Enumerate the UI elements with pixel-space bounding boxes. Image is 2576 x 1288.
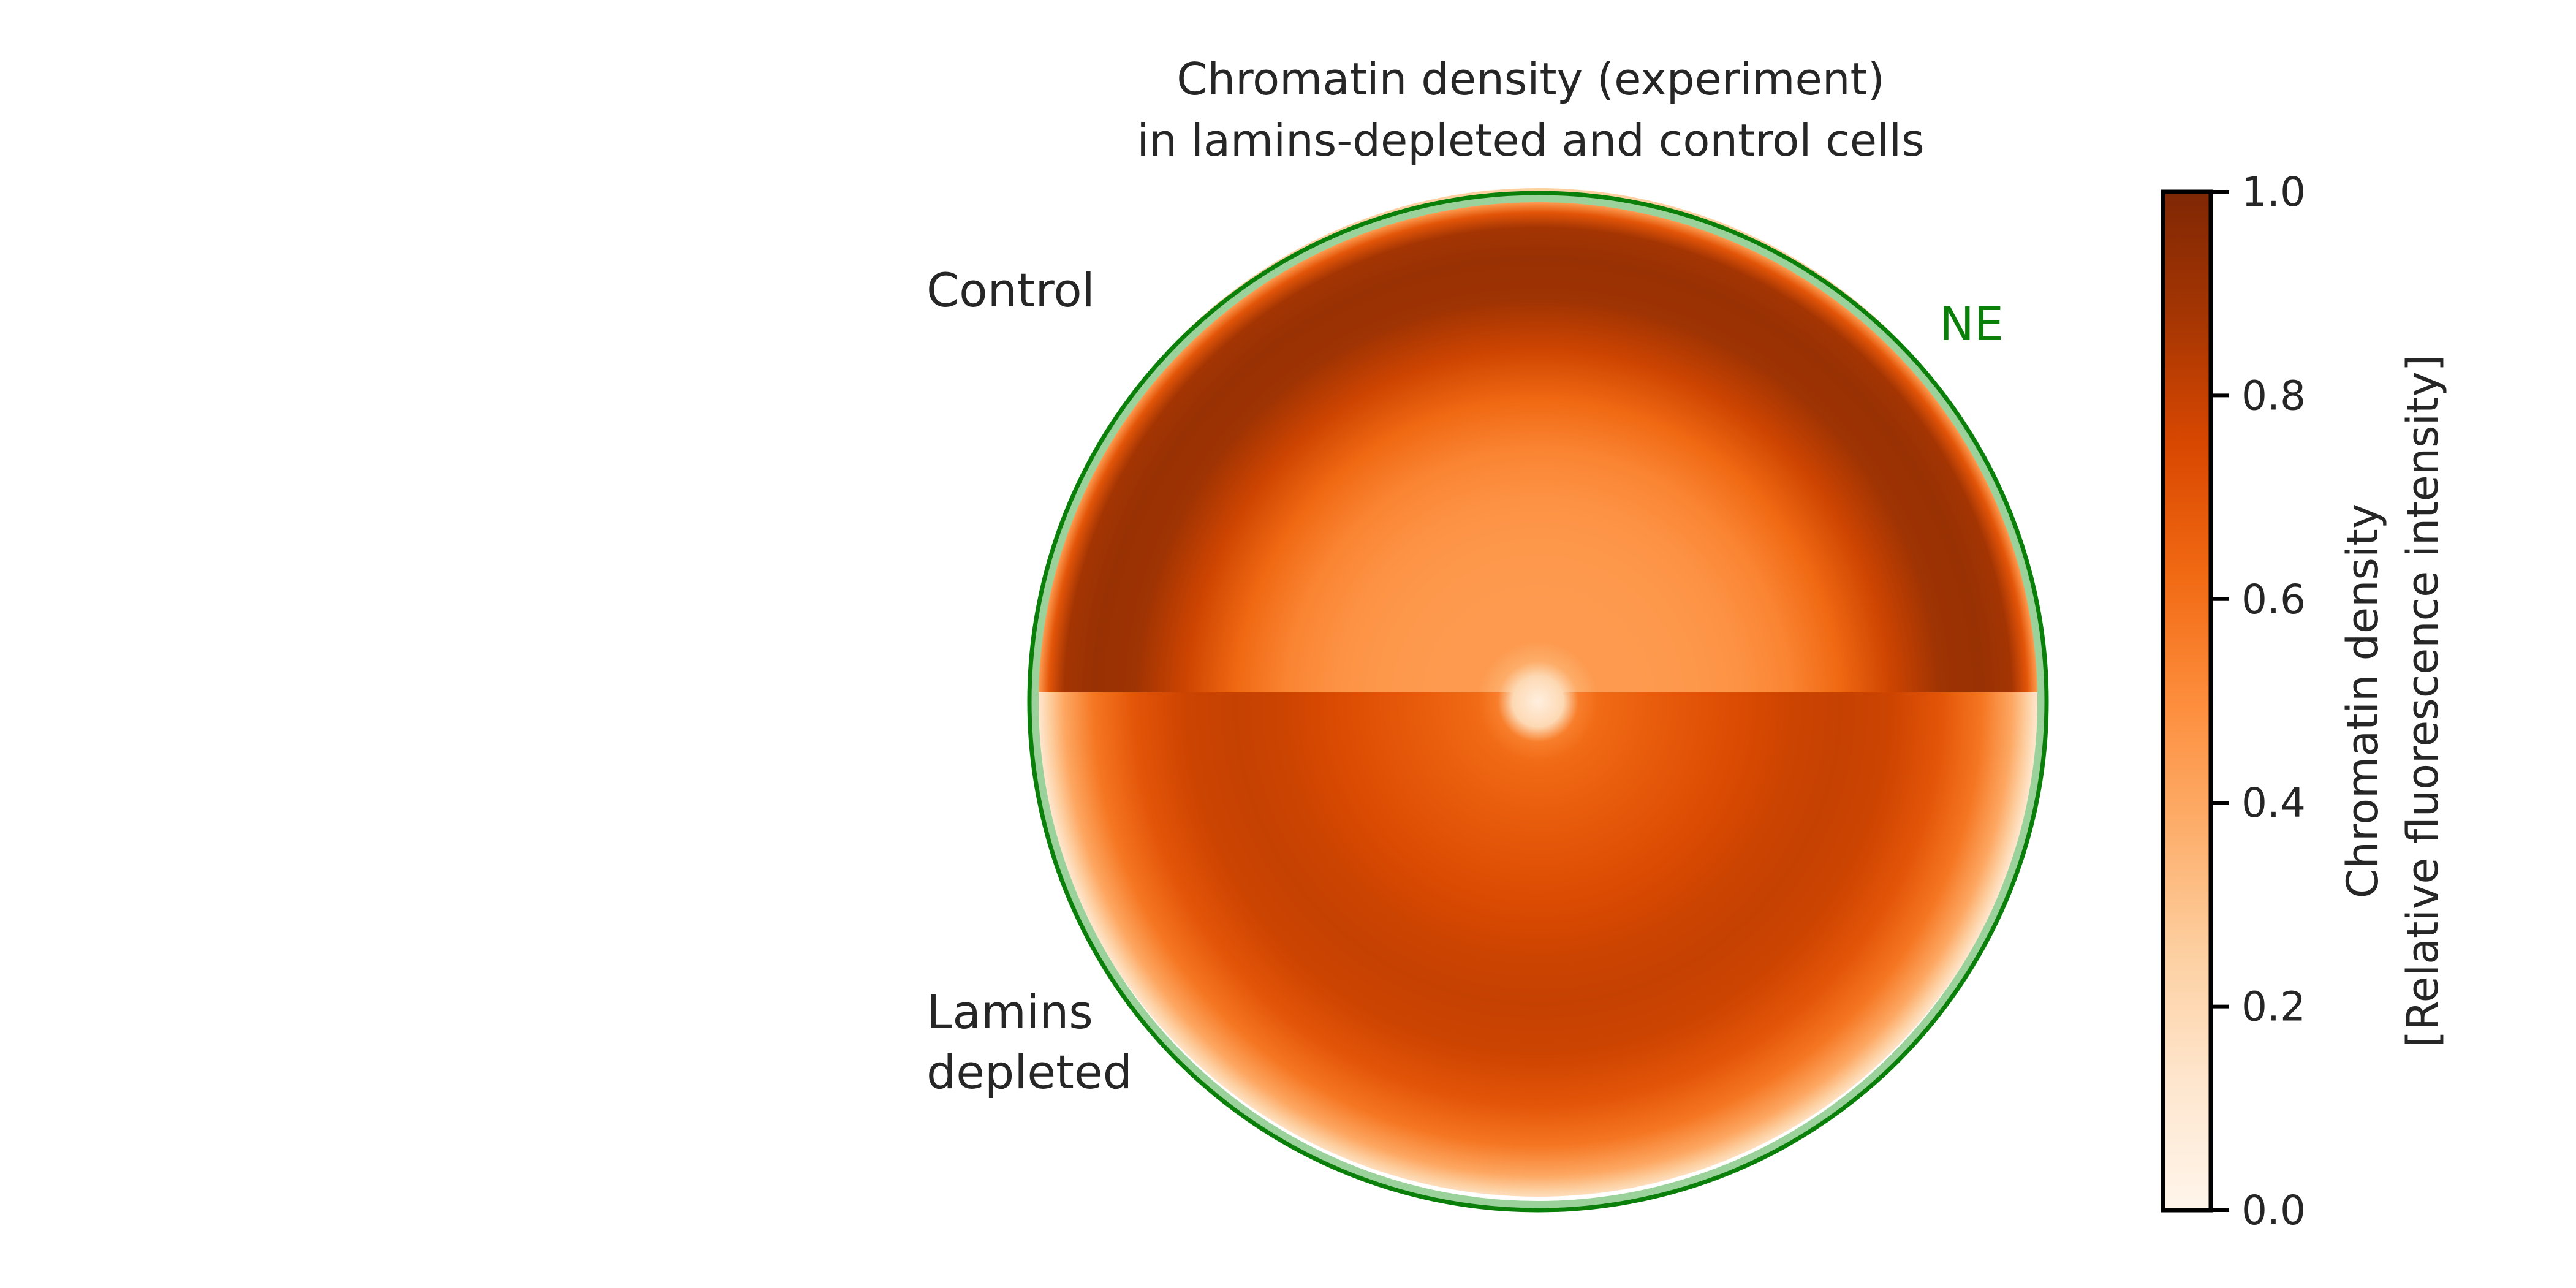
colorbar-tick-label: 0.8 (2241, 372, 2306, 419)
ne-label: NE (1939, 297, 2004, 351)
colorbar: 0.0 0.2 0.4 0.6 0.8 1.0 Chromatin density [Re… (2161, 169, 2448, 1234)
chart-title: Chromatin density (experiment) in lamins… (1137, 53, 1924, 166)
nuclear-envelope-ring (1027, 191, 2049, 1213)
lamins-depleted-half-heatmap (1034, 692, 2042, 1197)
control-label: Control (926, 263, 1095, 317)
colorbar-tick-label: 0.4 (2241, 779, 2306, 827)
nuclear-envelope-inner-ring (1031, 195, 2045, 1208)
lamins-depleted-label-line-1: Lamins (926, 985, 1093, 1039)
colorbar-tick-label: 0.2 (2241, 983, 2306, 1031)
control-half-heatmap (1034, 188, 2042, 692)
colorbar-ticks: 0.0 0.2 0.4 0.6 0.8 1.0 (2211, 169, 2306, 1234)
lamins-depleted-label-line-2: depleted (926, 1045, 1132, 1099)
colorbar-tick-label: 0.6 (2241, 576, 2306, 623)
title-line-2: in lamins-depleted and control cells (1137, 115, 1924, 166)
colorbar-label-line-1: Chromatin density (2338, 504, 2388, 899)
colorbar-label-line-2: [Relative fluorescence intensity] (2398, 355, 2448, 1047)
colorbar-label: Chromatin density [Relative fluorescence… (2338, 355, 2448, 1047)
title-line-1: Chromatin density (experiment) (1176, 53, 1885, 105)
colorbar-gradient (2161, 189, 2213, 1213)
colorbar-tick-label: 0.0 (2241, 1187, 2306, 1234)
colorbar-tick-label: 1.0 (2241, 169, 2306, 216)
nucleus-plot (1027, 188, 2049, 1213)
